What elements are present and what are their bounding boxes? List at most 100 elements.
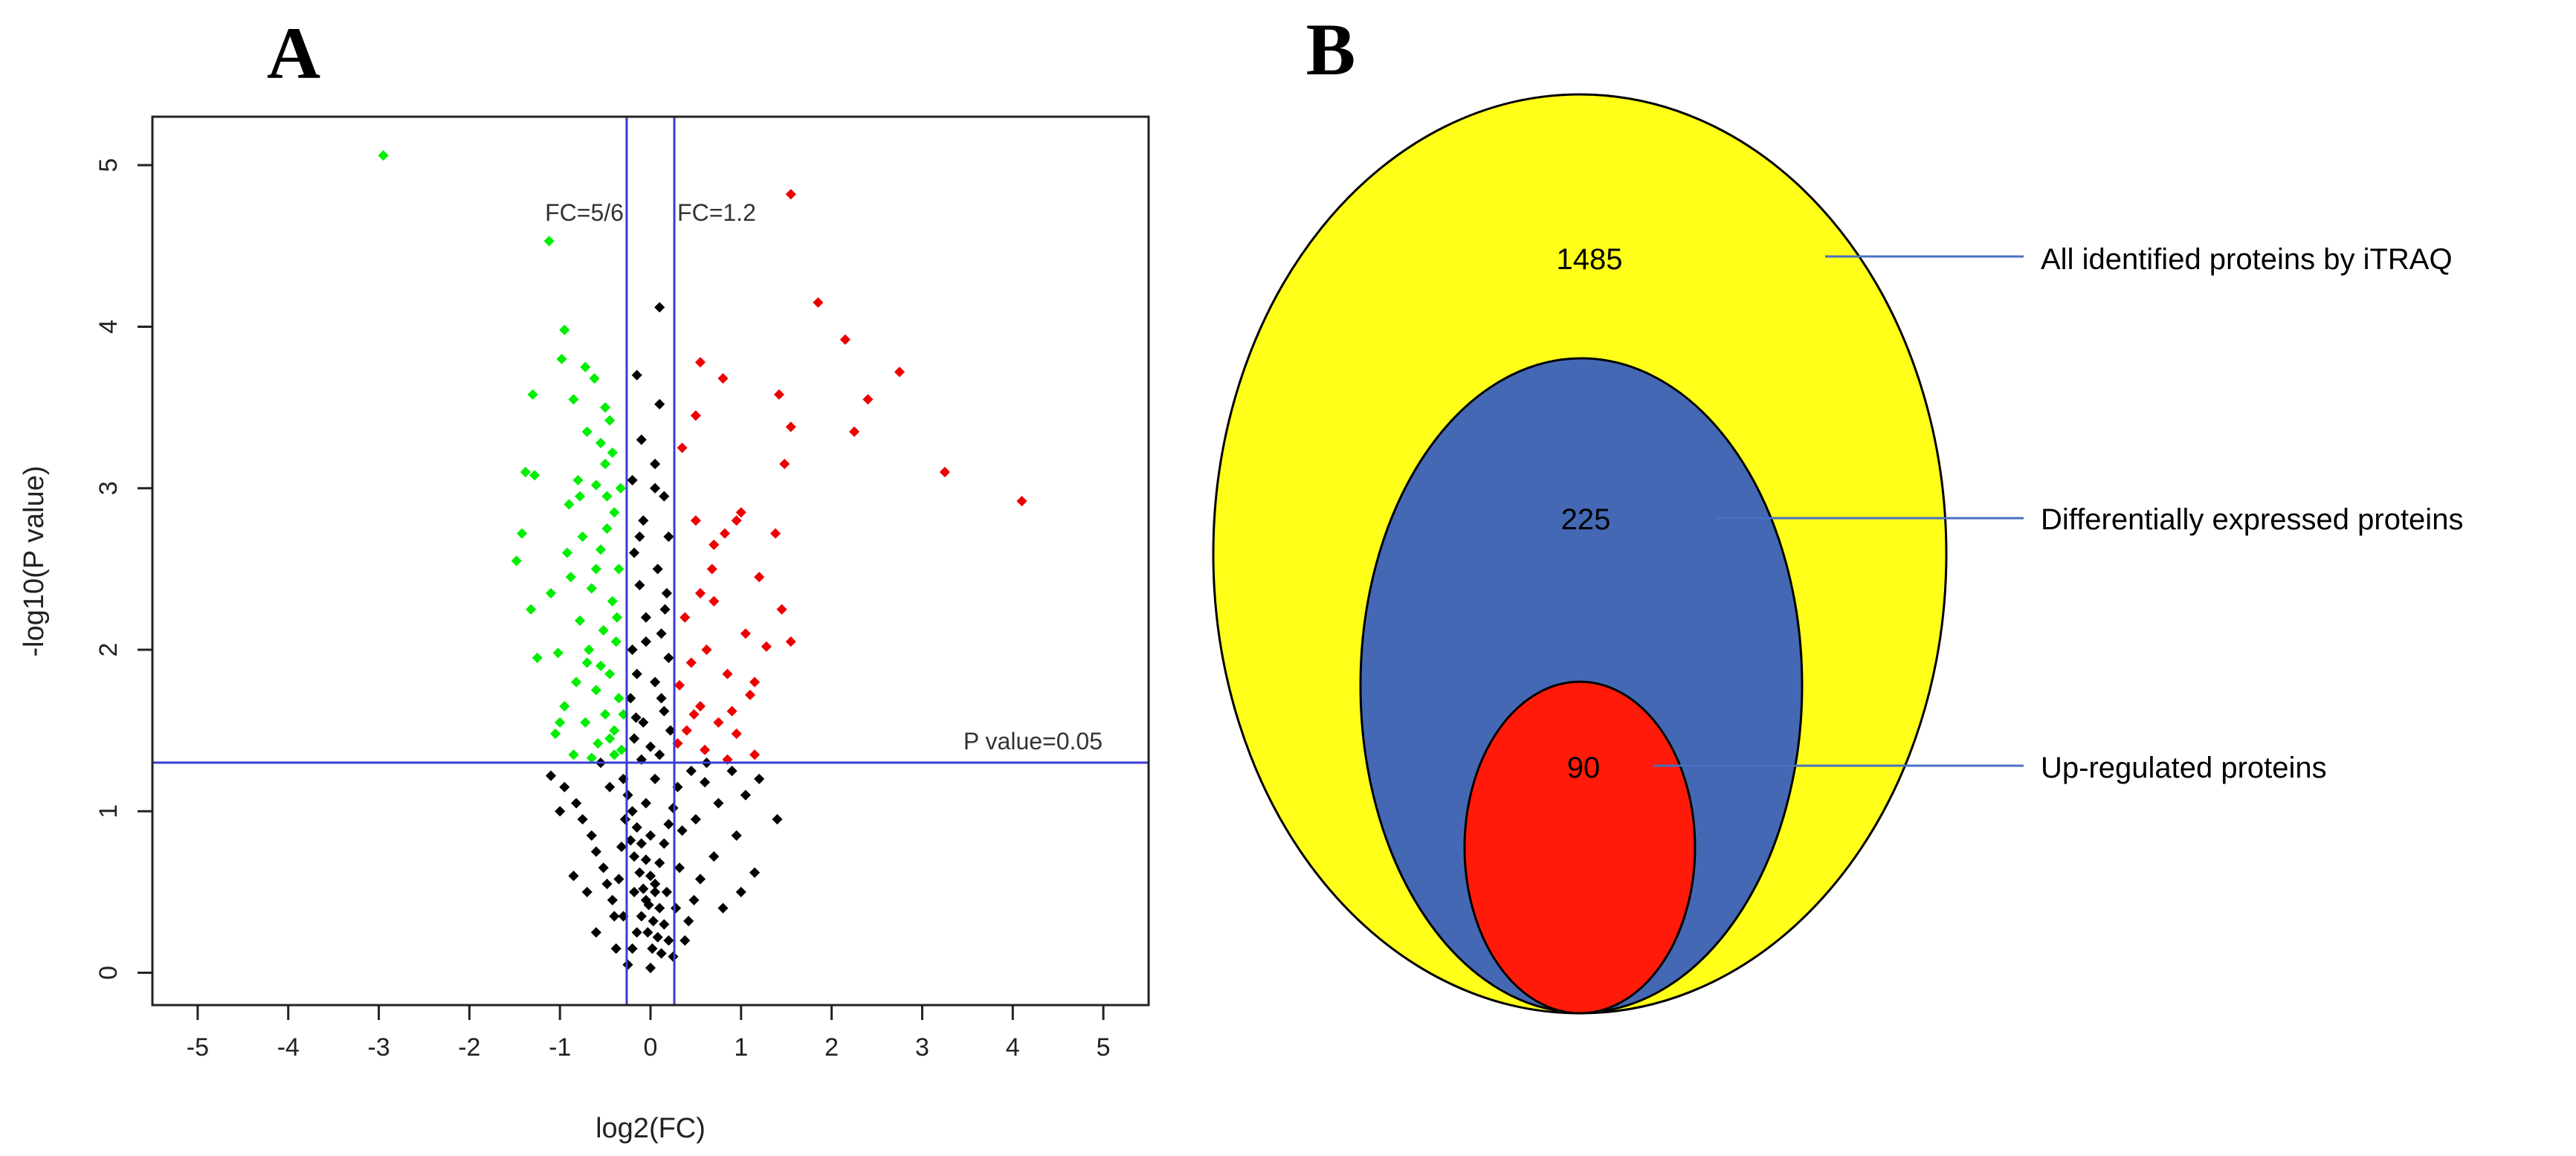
point-down-regulated-26: [586, 583, 597, 594]
x-tick-label-5: 0: [644, 1033, 658, 1062]
venn-set-upregulated: [1463, 680, 1697, 1015]
point-not-significant-13: [640, 612, 651, 623]
point-up-regulated-15: [735, 507, 746, 518]
point-up-regulated-11: [694, 357, 706, 368]
point-not-significant-101: [629, 886, 640, 897]
point-down-regulated-24: [613, 564, 624, 575]
point-down-regulated-39: [559, 700, 570, 712]
point-down-regulated-29: [574, 615, 586, 626]
point-up-regulated-10: [1016, 496, 1027, 507]
point-not-significant-36: [609, 911, 620, 922]
point-up-regulated-29: [674, 679, 685, 691]
point-not-significant-61: [659, 919, 670, 930]
point-not-significant-97: [645, 830, 656, 841]
point-up-regulated-3: [894, 367, 906, 378]
point-not-significant-41: [713, 798, 724, 809]
point-up-regulated-0: [785, 189, 796, 200]
point-not-significant-14: [656, 628, 667, 639]
point-down-regulated-47: [586, 752, 597, 763]
point-not-significant-85: [613, 874, 624, 885]
x-tick-label-7: 2: [824, 1033, 839, 1062]
point-not-significant-8: [663, 531, 674, 542]
point-down-regulated-38: [613, 693, 624, 704]
point-up-regulated-7: [849, 426, 860, 437]
point-up-regulated-18: [770, 528, 781, 539]
x-tick-label-2: -3: [367, 1033, 390, 1062]
point-not-significant-78: [654, 857, 665, 868]
venn-label-all: All identified proteins by iTRAQ: [2041, 243, 2453, 276]
point-down-regulated-33: [581, 657, 593, 668]
point-not-significant-64: [619, 814, 630, 825]
point-not-significant-9: [629, 547, 640, 558]
scatter-points: [378, 150, 1027, 974]
point-not-significant-110: [650, 482, 661, 494]
point-not-significant-56: [636, 838, 647, 849]
point-up-regulated-23: [679, 612, 691, 623]
point-not-significant-1: [631, 369, 642, 381]
x-tick-label-4: -1: [549, 1033, 571, 1062]
point-not-significant-34: [601, 878, 613, 890]
point-up-regulated-20: [754, 572, 765, 583]
point-not-significant-33: [598, 862, 609, 874]
point-not-significant-23: [629, 733, 640, 744]
point-down-regulated-12: [607, 447, 618, 458]
point-not-significant-98: [647, 943, 658, 955]
point-down-regulated-40: [600, 708, 611, 720]
point-not-significant-112: [659, 604, 671, 615]
point-not-significant-53: [622, 789, 633, 801]
point-not-significant-63: [668, 951, 679, 962]
point-not-significant-67: [634, 867, 645, 878]
annotation-fc-high: FC=1.2: [677, 199, 756, 226]
point-down-regulated-9: [604, 415, 616, 426]
point-down-regulated-11: [595, 437, 607, 448]
point-down-regulated-0: [378, 150, 389, 161]
venn-count-differential: 225: [1561, 503, 1611, 536]
point-not-significant-29: [571, 798, 582, 809]
point-down-regulated-6: [527, 389, 538, 400]
point-not-significant-18: [650, 677, 661, 688]
point-not-significant-27: [545, 770, 557, 781]
point-up-regulated-36: [700, 744, 711, 755]
point-up-regulated-19: [708, 539, 720, 550]
point-not-significant-107: [754, 773, 765, 784]
point-not-significant-28: [559, 781, 570, 792]
venn-count-upregulated: 90: [1567, 752, 1601, 784]
point-not-significant-4: [650, 459, 661, 470]
point-down-regulated-15: [572, 474, 584, 485]
point-not-significant-102: [581, 886, 593, 897]
point-down-regulated-21: [577, 531, 588, 542]
annotation-pvalue: P value=0.05: [963, 728, 1103, 755]
point-down-regulated-59: [561, 547, 572, 558]
point-not-significant-70: [648, 915, 659, 927]
point-not-significant-30: [577, 814, 588, 825]
point-not-significant-12: [661, 587, 672, 599]
point-up-regulated-5: [773, 389, 785, 400]
x-axis: -5 -4 -3 -2 -1 0 1 2 3 4 5 log2(FC): [187, 1005, 1111, 1144]
point-not-significant-25: [654, 749, 665, 761]
point-up-regulated-28: [722, 668, 733, 679]
point-down-regulated-54: [590, 564, 601, 575]
point-not-significant-11: [634, 580, 645, 591]
point-down-regulated-36: [571, 677, 582, 688]
point-not-significant-83: [627, 943, 638, 955]
point-down-regulated-48: [604, 733, 616, 744]
point-up-regulated-1: [813, 297, 824, 308]
point-down-regulated-30: [598, 624, 609, 636]
point-not-significant-103: [717, 902, 729, 914]
point-not-significant-65: [625, 835, 636, 846]
point-down-regulated-8: [600, 402, 611, 413]
point-down-regulated-34: [604, 668, 616, 679]
y-tick-label-5: 5: [94, 158, 123, 172]
point-up-regulated-24: [740, 628, 751, 639]
point-down-regulated-10: [581, 426, 593, 437]
point-down-regulated-60: [545, 587, 557, 599]
point-not-significant-20: [659, 705, 670, 717]
point-not-significant-105: [735, 886, 746, 897]
x-tick-label-8: 3: [915, 1033, 929, 1062]
point-up-regulated-42: [688, 708, 700, 720]
point-not-significant-108: [656, 693, 667, 704]
point-not-significant-59: [650, 886, 661, 897]
point-up-regulated-43: [726, 705, 737, 717]
point-up-regulated-2: [839, 334, 850, 345]
